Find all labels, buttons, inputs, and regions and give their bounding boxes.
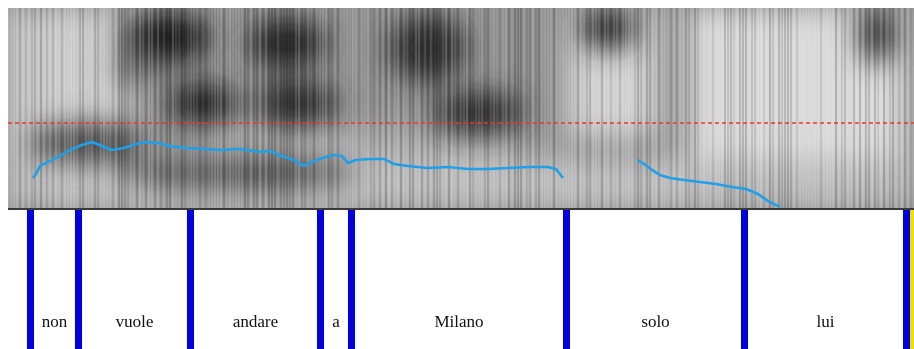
word-label-solo: solo [641,312,670,331]
spectrogram-svg [8,8,914,208]
spectrogram-panel [8,8,914,208]
pitch-contour-2 [637,158,781,208]
word-boundary[interactable] [563,210,570,349]
word-boundary[interactable] [348,210,355,349]
pitch-contour-1 [31,140,565,179]
word-boundary[interactable] [75,210,82,349]
panel-separator [8,208,914,210]
word-boundary[interactable] [903,210,910,349]
word-label-milano: Milano [434,312,484,331]
word-boundary[interactable] [27,210,34,349]
word-label-andare: andare [232,312,279,331]
word-label-lui: lui [816,312,835,331]
word-label-a: a [332,312,340,331]
spectrogram-formants [28,8,898,191]
annotation-tier: non vuole andare a Milano solo lui [8,210,914,349]
word-boundary[interactable] [187,210,194,349]
word-label-vuole: vuole [115,312,154,331]
word-boundary[interactable] [317,210,324,349]
selection-edge [910,210,914,349]
word-label-non: non [41,312,68,331]
word-boundary[interactable] [741,210,748,349]
